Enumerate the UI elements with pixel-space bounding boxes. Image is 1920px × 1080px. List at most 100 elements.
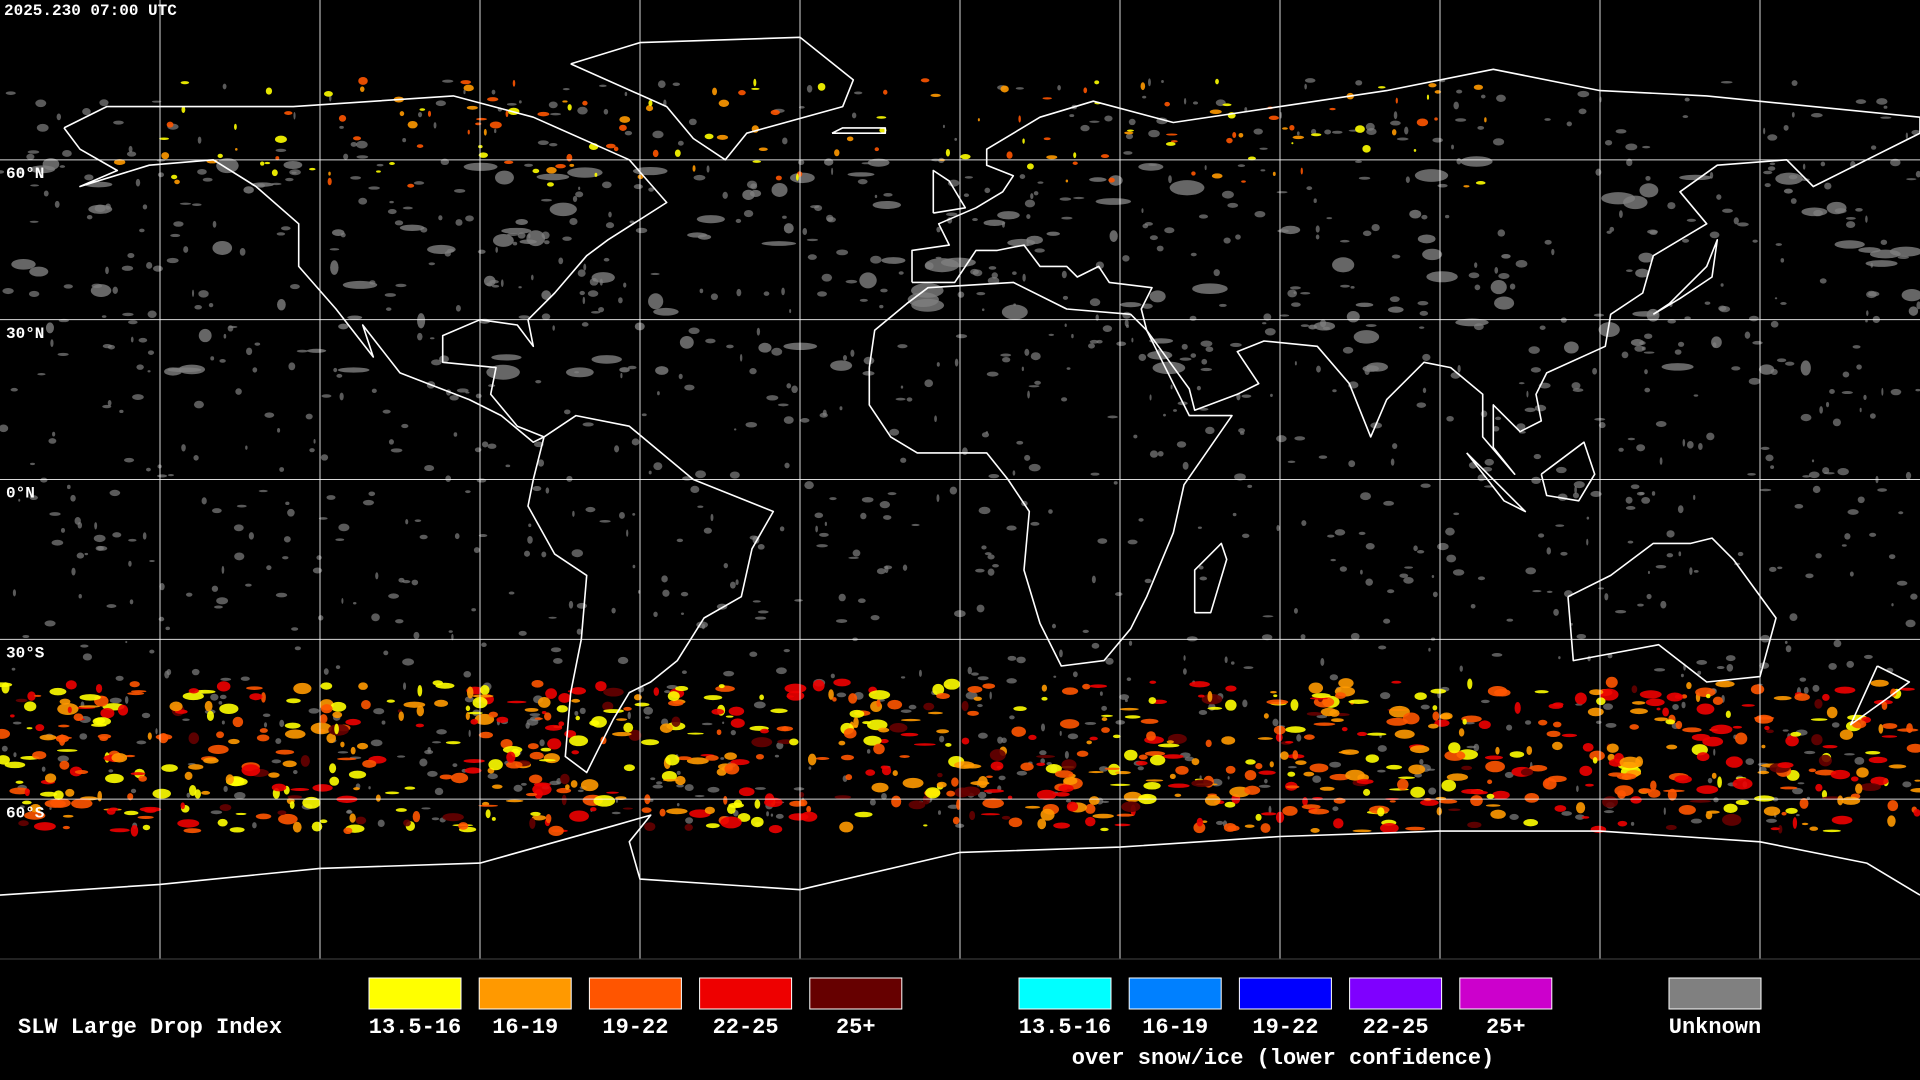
cloud-patch [1119, 707, 1139, 711]
cloud-patch [117, 704, 129, 716]
cloud-patch [1759, 662, 1770, 669]
cloud-patch [675, 686, 689, 692]
cloud-patch [1380, 692, 1391, 700]
cloud-patch [1819, 406, 1823, 414]
cloud-patch [345, 718, 361, 726]
cloud-patch [1315, 225, 1320, 233]
cloud-patch [487, 773, 498, 780]
cloud-patch [579, 707, 586, 714]
cloud-patch [481, 441, 489, 448]
cloud-patch [1775, 172, 1803, 185]
cloud-patch [585, 506, 596, 513]
cloud-patch [1059, 719, 1080, 729]
cloud-patch [1296, 734, 1302, 742]
coastline [1849, 665, 1911, 726]
cloud-patch [1818, 754, 1832, 767]
cloud-patch [969, 810, 976, 821]
cloud-patch [1355, 80, 1363, 86]
cloud-patch [984, 187, 991, 194]
cloud-patch [294, 646, 301, 651]
cloud-patch [845, 774, 853, 781]
cloud-patch [1096, 339, 1103, 344]
cloud-patch [1845, 221, 1856, 228]
cloud-patch [434, 787, 444, 796]
cloud-patch [766, 395, 779, 401]
cloud-patch [1905, 132, 1908, 140]
cloud-patch [1586, 516, 1590, 520]
cloud-patch [182, 718, 190, 722]
cloud-patch [319, 714, 328, 724]
cloud-patch [1711, 336, 1722, 349]
cloud-patch [853, 91, 863, 95]
cloud-patch [1007, 795, 1013, 800]
cloud-patch [536, 173, 570, 181]
cloud-patch [1428, 787, 1437, 795]
cloud-patch [726, 804, 736, 814]
cloud-patch [54, 200, 60, 208]
cloud-patch [897, 344, 908, 349]
cloud-patch [1142, 95, 1147, 99]
cloud-patch [202, 177, 213, 182]
cloud-patch [1665, 824, 1677, 831]
cloud-patch [1810, 718, 1828, 721]
cloud-patch [775, 813, 784, 819]
cloud-patch [53, 790, 64, 800]
cloud-patch [309, 167, 316, 171]
cloud-patch [992, 563, 999, 568]
cloud-patch [1244, 770, 1257, 781]
cloud-patch [1631, 701, 1646, 705]
cloud-patch [562, 88, 570, 91]
cloud-patch [1112, 734, 1121, 739]
cloud-patch [1244, 785, 1261, 795]
cloud-patch [1880, 116, 1892, 119]
cloud-patch [505, 761, 523, 769]
cloud-patch [78, 594, 82, 599]
cloud-patch [1085, 816, 1096, 827]
cloud-patch [932, 683, 945, 696]
cloud-patch [790, 172, 815, 184]
cloud-patch [1276, 191, 1288, 194]
cloud-patch [1916, 301, 1920, 310]
cloud-patch [752, 600, 761, 603]
cloud-patch [166, 669, 172, 676]
cloud-patch [1630, 821, 1635, 826]
cloud-patch [1717, 776, 1722, 788]
cloud-patch [1026, 163, 1034, 170]
cloud-patch [628, 729, 642, 741]
cloud-patch [627, 711, 631, 720]
cloud-patch [517, 232, 526, 239]
cloud-patch [1552, 741, 1563, 751]
cloud-patch [1595, 720, 1602, 725]
cloud-patch [1820, 161, 1826, 167]
cloud-patch [1470, 603, 1476, 609]
cloud-patch [1390, 120, 1401, 126]
cloud-patch [1830, 769, 1851, 780]
cloud-patch [1091, 575, 1096, 584]
cloud-patch [1080, 124, 1090, 132]
cloud-patch [853, 717, 859, 728]
cloud-patch [1759, 488, 1772, 492]
cloud-patch [1024, 199, 1036, 208]
cloud-patch [854, 811, 873, 818]
cloud-patch [618, 297, 623, 304]
cloud-patch [570, 780, 578, 788]
cloud-patch [1066, 367, 1071, 370]
cloud-patch [1040, 808, 1055, 821]
cloud-patch [1243, 666, 1254, 669]
cloud-patch [508, 591, 515, 595]
cloud-patch [722, 721, 725, 725]
cloud-patch [881, 257, 906, 264]
cloud-patch [1849, 571, 1854, 577]
cloud-patch [1914, 779, 1920, 782]
cloud-patch [684, 384, 695, 391]
cloud-patch [153, 265, 163, 272]
cloud-patch [166, 121, 174, 128]
cloud-patch [1655, 421, 1667, 428]
cloud-patch [580, 779, 599, 792]
cloud-patch [1105, 657, 1114, 665]
cloud-patch [1455, 318, 1489, 327]
cloud-patch [179, 202, 192, 205]
cloud-patch [595, 681, 607, 692]
cloud-patch [1555, 524, 1565, 527]
cloud-patch [1570, 622, 1573, 626]
